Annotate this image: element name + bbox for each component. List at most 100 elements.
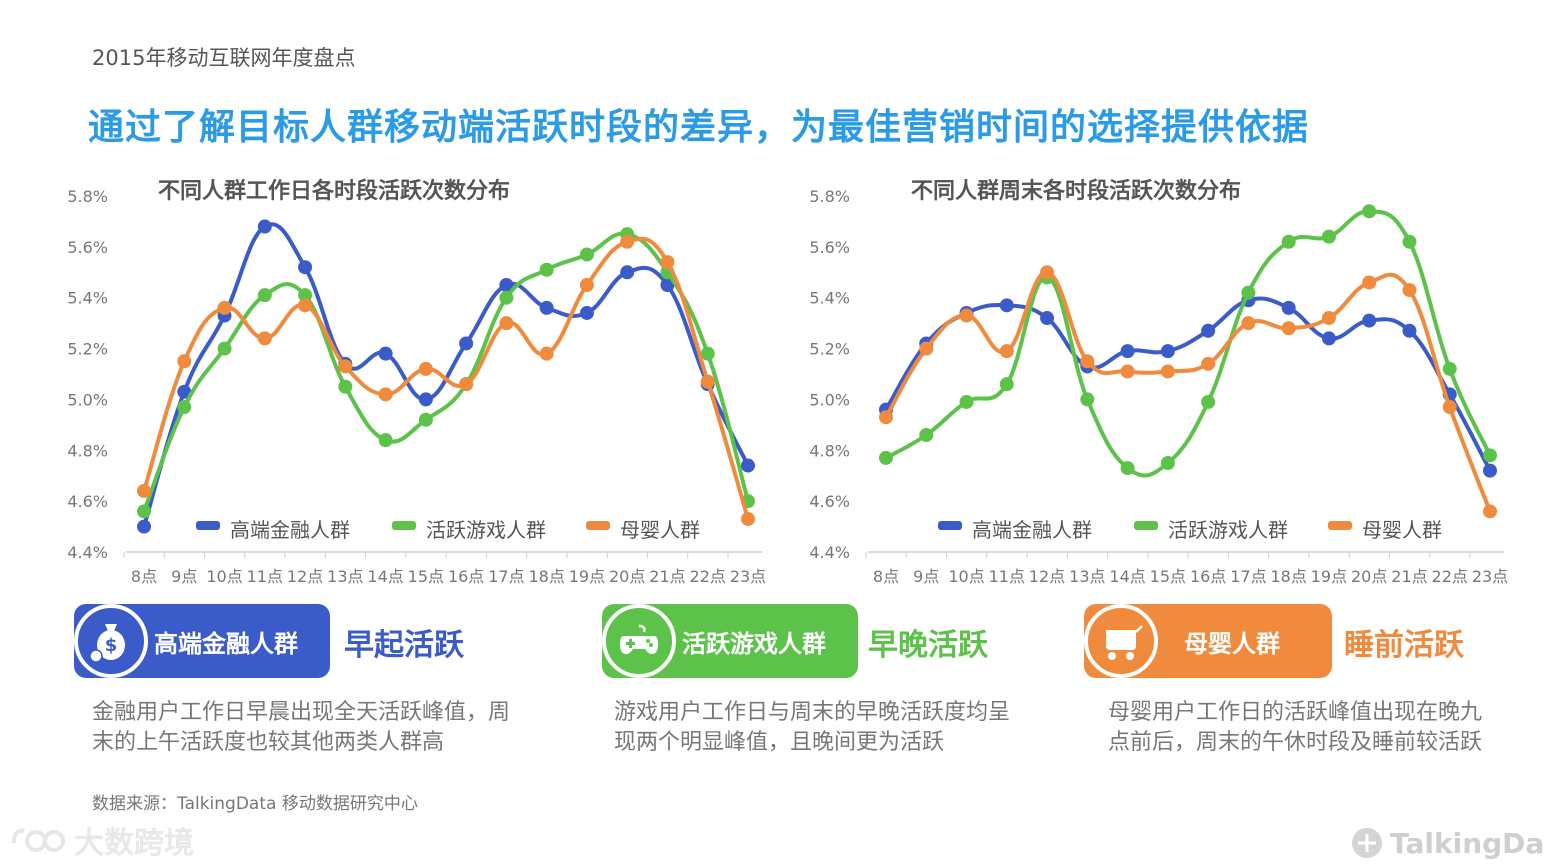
x-tick-label: 13点 <box>1069 567 1105 586</box>
legend-label: 母婴人群 <box>1362 518 1442 542</box>
legend-swatch <box>938 521 962 530</box>
data-point <box>1160 364 1175 379</box>
series-line <box>142 222 750 528</box>
data-point <box>137 519 151 534</box>
data-point <box>879 410 893 425</box>
data-point <box>999 344 1014 359</box>
data-point <box>539 262 554 277</box>
page-subtitle: 2015年移动互联网年度盘点 <box>92 46 356 70</box>
data-point <box>1483 463 1497 478</box>
y-tick-label: 5.8% <box>809 187 850 206</box>
data-point <box>1483 448 1497 463</box>
desc-line: 现两个明显峰值，且晚间更为活跃 <box>614 730 945 755</box>
data-point <box>1120 461 1135 476</box>
data-point <box>418 412 433 427</box>
data-point <box>1040 311 1055 326</box>
persona-card-gaming: 活跃游戏人群 <box>602 604 858 678</box>
data-point <box>217 300 232 315</box>
data-point <box>999 298 1014 313</box>
data-point <box>1040 265 1055 280</box>
data-point <box>1120 344 1135 359</box>
data-point <box>1321 311 1336 326</box>
data-point <box>1160 456 1175 470</box>
watermark-text: 大数跨境 <box>74 826 194 861</box>
x-tick-label: 23点 <box>1472 567 1508 586</box>
baby-stroller-icon <box>1084 604 1158 678</box>
persona-desc-finance: 金融用户工作日早晨出现全天活跃峰值，周 末的上午活跃度也较其他两类人群高 <box>92 698 510 758</box>
x-tick-label: 19点 <box>569 567 605 586</box>
data-point <box>1281 300 1296 315</box>
chart-title: 不同人群周末各时段活跃次数分布 <box>911 178 1241 204</box>
series-line <box>142 236 750 520</box>
data-point <box>257 288 272 303</box>
x-tick-label: 8点 <box>131 567 157 586</box>
y-tick-label: 5.0% <box>67 390 108 409</box>
persona-name: 活跃游戏人群 <box>682 629 826 658</box>
x-tick-label: 18点 <box>1270 567 1306 586</box>
x-tick-label: 20点 <box>1351 567 1387 586</box>
data-point <box>217 341 232 356</box>
page-title: 通过了解目标人群移动端活跃时段的差异，为最佳营销时间的选择提供依据 <box>88 107 1310 148</box>
data-point <box>418 392 433 407</box>
weekday-activity-chart: 不同人群工作日各时段活跃次数分布 4.4% 4.6% 4.8% 5.0% 5.2% 5.4%… <box>67 178 766 586</box>
data-point <box>177 400 192 415</box>
y-tick-label: 4.4% <box>67 543 108 562</box>
watermark-logo-icon <box>12 828 65 852</box>
x-tick-label: 15点 <box>408 567 444 586</box>
data-point <box>298 260 313 275</box>
y-tick-label: 5.0% <box>809 390 850 409</box>
persona-card-maternal: 母婴人群 <box>1084 604 1332 678</box>
data-point <box>1321 229 1336 244</box>
data-point <box>137 504 151 519</box>
data-point <box>919 428 934 443</box>
data-point <box>700 374 715 389</box>
y-tick-label: 4.6% <box>67 492 108 511</box>
data-point <box>999 377 1014 392</box>
data-point <box>539 300 554 315</box>
watermark-text: TalkingData <box>1390 826 1544 860</box>
data-point <box>298 288 313 303</box>
data-point <box>539 346 554 361</box>
data-point <box>499 278 514 292</box>
x-tick-label: 13点 <box>327 567 363 586</box>
desc-line: 游戏用户工作日与周末的早晚活跃度均呈 <box>614 700 1011 725</box>
desc-line: 点前后，周末的午休时段及睡前较活跃 <box>1108 730 1483 755</box>
x-tick-label: 14点 <box>367 567 403 586</box>
data-point <box>257 331 272 346</box>
desc-line: 母婴用户工作日的活跃峰值出现在晚九 <box>1108 700 1483 725</box>
y-tick-label: 4.4% <box>809 543 850 562</box>
data-point <box>741 458 755 473</box>
x-tick-label: 9点 <box>913 567 939 586</box>
x-tick-label: 10点 <box>948 567 984 586</box>
data-point <box>879 450 893 465</box>
legend-swatch <box>392 521 416 530</box>
data-point <box>1201 323 1216 338</box>
money-bag-icon: $ <box>74 604 148 678</box>
x-tick-label: 18点 <box>528 567 564 586</box>
persona-desc-gaming: 游戏用户工作日与周末的早晚活跃度均呈 现两个明显峰值，且晚间更为活跃 <box>614 698 1010 758</box>
persona-tag-finance: 早起活跃 <box>344 628 464 663</box>
data-point <box>620 234 635 249</box>
x-tick-label: 20点 <box>609 567 645 586</box>
x-tick-label: 10点 <box>206 567 242 586</box>
legend-swatch <box>586 521 610 530</box>
data-point <box>1201 394 1216 409</box>
data-point <box>660 255 675 270</box>
x-tick-label: 8点 <box>873 567 899 586</box>
data-point <box>338 359 353 374</box>
data-point <box>1442 400 1457 415</box>
x-tick-label: 22点 <box>690 567 726 586</box>
data-point <box>1080 392 1095 407</box>
series-line <box>884 296 1492 472</box>
data-point <box>459 377 474 392</box>
data-point <box>959 394 974 409</box>
y-tick-label: 5.6% <box>809 238 850 257</box>
y-tick-label: 4.6% <box>809 492 850 511</box>
data-point <box>499 316 514 331</box>
persona-name: 母婴人群 <box>1184 629 1280 658</box>
desc-line: 末的上午活跃度也较其他两类人群高 <box>92 730 445 755</box>
data-point <box>1442 361 1457 376</box>
data-point <box>1402 323 1417 338</box>
data-point <box>620 265 635 280</box>
legend-label: 高端金融人群 <box>972 518 1092 542</box>
